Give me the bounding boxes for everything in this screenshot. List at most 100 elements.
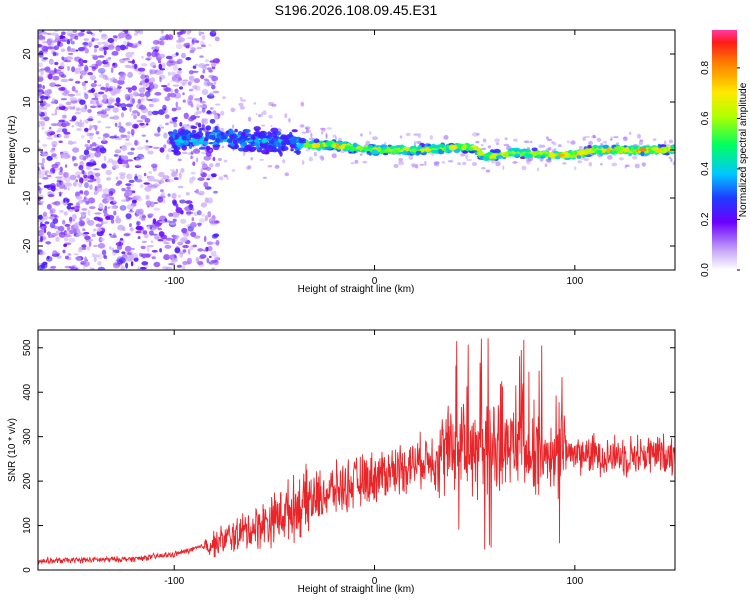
spectrogram-ridge-mark [191, 129, 197, 134]
spectrogram-ridge-mark [437, 144, 446, 148]
spectrogram-noise-mark [146, 246, 150, 253]
spectrogram-ridge-mark [309, 140, 314, 144]
spectrogram-noise-mark [79, 75, 83, 79]
spectrogram-noise-mark [61, 31, 66, 35]
spectrogram-noise-mark [55, 230, 60, 235]
spectrogram-noise-mark [84, 182, 89, 189]
spectrogram-noise-mark [115, 45, 121, 52]
spectrogram-noise-mark [149, 201, 155, 208]
spectrogram-noise-mark [145, 123, 149, 126]
spectrogram-noise-mark [179, 199, 186, 204]
spectrogram-noise-mark [58, 119, 65, 123]
spectrogram-ridge-mark [590, 150, 595, 153]
spectrogram-ridge-mark [355, 145, 362, 150]
spectrogram-ridge-mark [175, 140, 181, 146]
spectrogram-noise-mark [167, 193, 171, 197]
spectrogram-noise-mark [116, 45, 122, 48]
spectrogram-ridge-mark [215, 138, 221, 143]
spectrogram-faint-mark [270, 124, 273, 128]
spectrogram-noise-mark [151, 256, 156, 260]
spectrogram-noise-mark [189, 177, 194, 184]
spectrogram-ridge-mark [177, 131, 185, 136]
spectrogram-noise-mark [40, 201, 45, 204]
spectrogram-noise-mark [164, 218, 168, 223]
spectrogram-noise-mark [38, 44, 43, 48]
spectrogram-faint-mark [354, 159, 359, 164]
spectrogram-noise-mark [94, 151, 101, 158]
spectrogram-noise-mark [115, 137, 122, 141]
spectrogram-noise-mark [39, 250, 46, 256]
spectrogram-noise-mark [147, 98, 154, 102]
spectrogram-faint-mark [262, 110, 267, 116]
spectrogram-noise-mark [211, 173, 217, 178]
spectrogram-y-tick-label: 0 [22, 147, 33, 153]
spectrogram-noise-mark [100, 238, 105, 242]
spectrogram-noise-mark [157, 239, 164, 242]
spectrogram-noise-mark [86, 118, 94, 122]
spectrogram-faint-mark [515, 138, 518, 143]
spectrogram-noise-mark [211, 84, 216, 90]
spectrogram-noise-mark [58, 87, 66, 91]
spectrogram-noise-mark [39, 235, 44, 242]
spectrogram-faint-mark [466, 158, 472, 162]
spectrogram-noise-mark [41, 166, 45, 170]
spectrogram-noise-mark [84, 104, 87, 110]
spectrogram-noise-mark [123, 233, 131, 237]
spectrogram-ridge-mark [181, 135, 187, 141]
spectrogram-noise-mark [118, 121, 122, 128]
spectrogram-noise-mark [91, 254, 100, 258]
spectrogram-noise-mark [127, 131, 131, 135]
spectrogram-faint-mark [547, 146, 552, 151]
spectrogram-ridge-mark [234, 128, 238, 133]
spectrogram-noise-mark [71, 213, 77, 220]
spectrogram-noise-mark [165, 55, 173, 60]
spectrogram-noise-mark [58, 65, 65, 70]
spectrogram-noise-mark [157, 53, 166, 59]
spectrogram-noise-mark [167, 148, 172, 153]
spectrogram-noise-mark [199, 100, 206, 104]
spectrogram-noise-mark [157, 172, 165, 177]
spectrogram-faint-mark [536, 167, 540, 172]
spectrogram-noise-mark [68, 266, 76, 269]
spectrogram-noise-mark [84, 127, 89, 132]
spectrogram-ridge-mark [659, 144, 667, 148]
spectrogram-faint-mark [398, 157, 404, 162]
spectrogram-ridge-mark [664, 152, 670, 156]
spectrogram-noise-mark [71, 125, 75, 128]
spectrogram-noise-mark [54, 108, 58, 115]
spectrogram-noise-mark [213, 233, 220, 238]
spectrogram-noise-mark [42, 211, 48, 217]
spectrogram-noise-mark [159, 221, 166, 224]
spectrogram-noise-mark [77, 199, 84, 204]
spectrogram-noise-mark [90, 105, 97, 109]
spectrogram-noise-mark [97, 217, 104, 222]
spectrogram-noise-mark [174, 73, 182, 79]
spectrogram-noise-mark [201, 213, 206, 217]
spectrogram-noise-mark [201, 89, 209, 96]
spectrogram-ridge-mark [202, 140, 209, 146]
spectrogram-noise-mark [39, 95, 48, 100]
spectrogram-noise-mark [109, 201, 114, 204]
spectrogram-noise-mark [152, 218, 157, 225]
spectrogram-noise-mark [82, 266, 86, 269]
spectrogram-noise-mark [120, 112, 125, 118]
spectrogram-faint-mark [405, 132, 411, 137]
spectrogram-noise-mark [177, 158, 182, 162]
spectrogram-noise-mark [178, 68, 182, 71]
spectrogram-ridge-mark [266, 144, 274, 150]
spectrogram-noise-mark [38, 74, 43, 78]
spectrogram-noise-mark [149, 69, 157, 75]
spectrogram-noise-mark [211, 30, 217, 34]
spectrogram-noise-mark [182, 92, 185, 96]
spectrogram-faint-mark [588, 162, 593, 167]
spectrogram-noise-mark [139, 122, 145, 126]
spectrogram-noise-mark [38, 214, 43, 220]
spectrogram-noise-mark [190, 171, 196, 175]
spectrogram-noise-mark [126, 41, 130, 47]
spectrogram-ridge-mark [639, 148, 647, 152]
spectrogram-noise-mark [154, 91, 162, 96]
spectrogram-noise-mark [67, 187, 70, 191]
spectrogram-noise-mark [135, 195, 141, 199]
spectrogram-noise-mark [96, 92, 99, 99]
spectrogram-faint-mark [359, 153, 363, 156]
